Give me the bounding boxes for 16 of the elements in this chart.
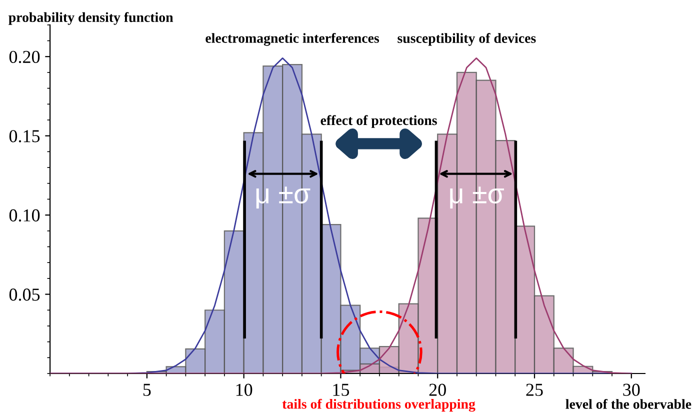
x-tick-label: 20 [429, 384, 446, 396]
x-tick-label: 25 [526, 384, 543, 396]
series-label: electromagnetic interferences [206, 32, 380, 46]
x-tick-label: 15 [333, 384, 350, 396]
text: susceptibility of devices [398, 33, 536, 46]
x-axis-title: level of the obervable [566, 398, 692, 409]
y-tick-label: 0.15 [9, 130, 40, 142]
x-tick-label: 5 [143, 384, 151, 396]
text: tails of distributions overlapping [282, 398, 476, 412]
y-tick-label: 0.05 [9, 288, 40, 301]
y-axis-title: probability density function [8, 12, 174, 25]
x-tick-label: 30 [623, 384, 640, 396]
y-tick-label: 0.20 [9, 50, 40, 64]
x-tick-label: 10 [236, 384, 252, 396]
y-tick-label: 0.10 [9, 209, 40, 222]
annotation: effect of protections [320, 115, 437, 128]
